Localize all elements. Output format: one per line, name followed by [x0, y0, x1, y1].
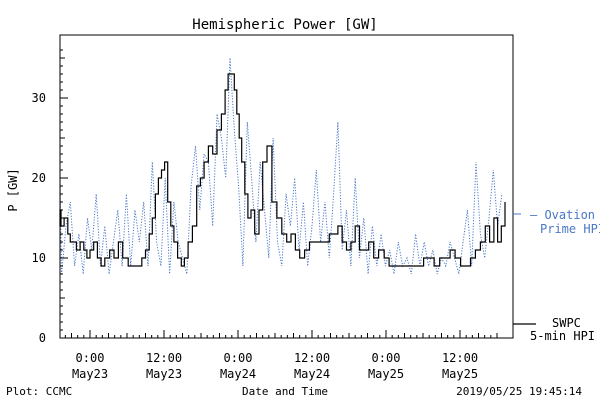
chart-title: Hemispheric Power [GW]	[192, 17, 377, 33]
y-axis: 0 10 20 30	[32, 49, 68, 345]
x-tick-date-label: May25	[368, 367, 404, 381]
series-line-ovation-prime-hpi	[59, 57, 503, 275]
x-axis-label: Date and Time	[242, 385, 328, 398]
x-tick-date-label: May24	[220, 367, 256, 381]
x-tick-time-label: 12:00	[442, 351, 478, 365]
y-tick-label: 20	[32, 171, 46, 185]
footer-plot-credit: Plot: CCMC	[6, 385, 72, 398]
y-tick-label: 10	[32, 251, 46, 265]
x-axis: 0:00 May23 12:00 May23 0:00 May24 12:00 May24 0:…	[64, 330, 498, 381]
legend-ovation-label: — Ovation	[530, 208, 595, 222]
x-tick-date-label: May24	[294, 367, 330, 381]
x-tick-time-label: 0:00	[224, 351, 253, 365]
y-tick-label: 30	[32, 91, 46, 105]
x-tick-time-label: 12:00	[294, 351, 330, 365]
y-axis-label: P [GW]	[6, 168, 20, 211]
x-tick-time-label: 0:00	[372, 351, 401, 365]
series-layer	[59, 57, 506, 275]
x-tick-time-label: 12:00	[146, 351, 182, 365]
legend-swpc-label-2: 5-min HPI	[530, 329, 595, 343]
legend-ovation-label-2: Prime HPI	[540, 222, 600, 236]
legend-swpc-label: SWPC	[552, 316, 581, 330]
x-tick-date-label: May25	[442, 367, 478, 381]
series-line-swpc-5-min-hpi	[59, 73, 506, 267]
footer-timestamp: 2019/05/25 19:45:14	[456, 385, 582, 398]
x-tick-time-label: 0:00	[76, 351, 105, 365]
x-tick-date-label: May23	[146, 367, 182, 381]
y-tick-label: 0	[39, 331, 46, 345]
plot-frame	[59, 34, 514, 339]
x-tick-date-label: May23	[72, 367, 108, 381]
